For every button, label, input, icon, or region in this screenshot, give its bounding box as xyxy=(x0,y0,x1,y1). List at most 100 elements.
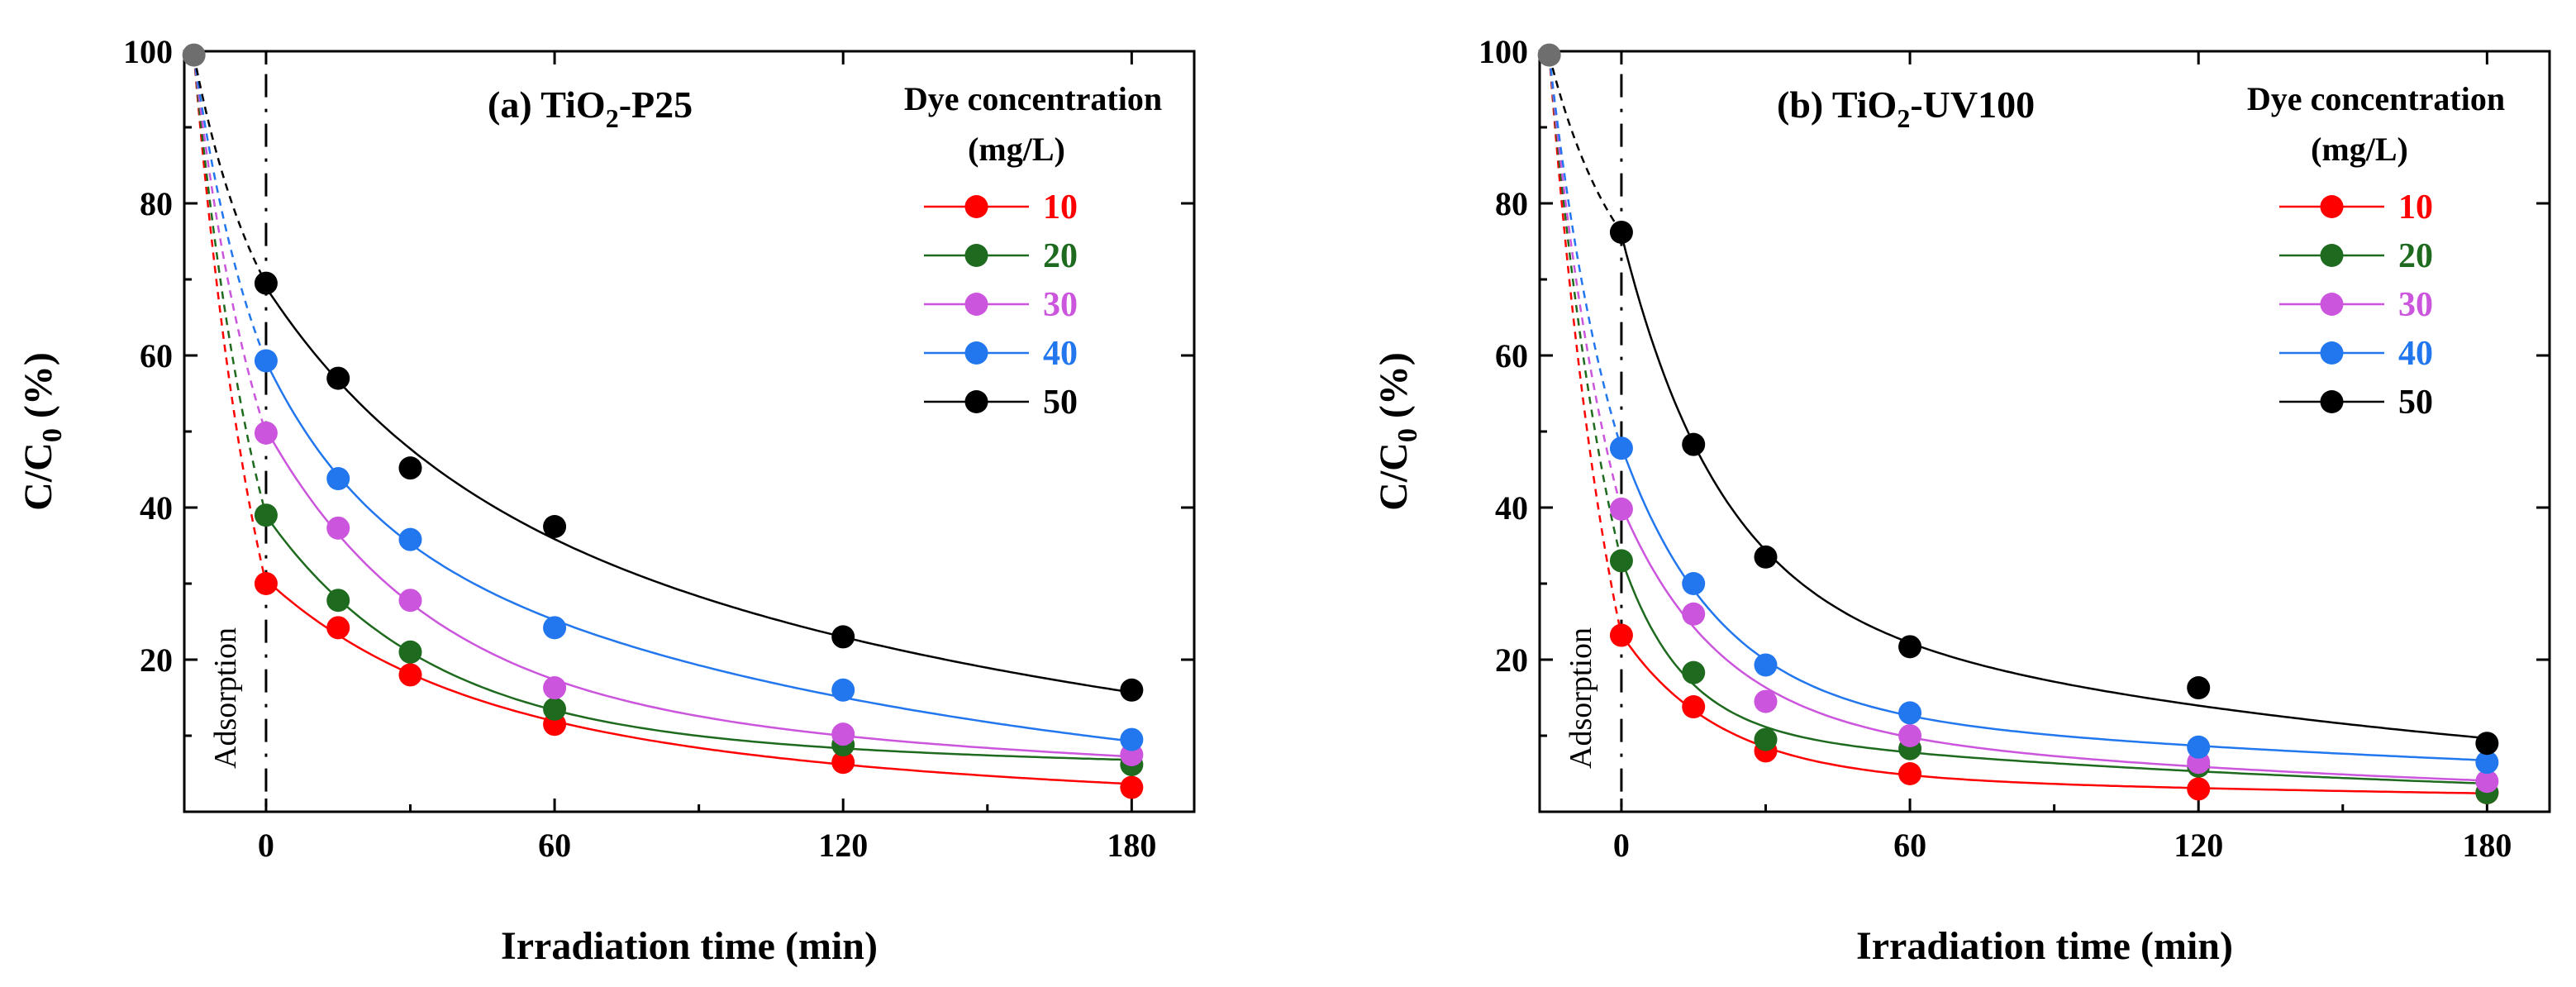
data-point-20 xyxy=(326,589,350,613)
data-point-10 xyxy=(326,616,350,640)
legend-label-30: 30 xyxy=(2398,286,2433,324)
legend-marker-20 xyxy=(2320,244,2344,267)
legend-marker-40 xyxy=(964,341,988,365)
x-axis-title: Irradiation time (min) xyxy=(501,924,878,968)
legend-marker-10 xyxy=(2320,195,2344,218)
fit-curve-50 xyxy=(264,286,1132,694)
legend-label-10: 10 xyxy=(2398,188,2433,226)
panel-title: (a) TiO2-P25 xyxy=(488,83,693,133)
data-point-50 xyxy=(1898,635,1922,659)
legend-label-20: 20 xyxy=(2398,237,2433,275)
data-point-50 xyxy=(326,366,350,390)
data-point-30 xyxy=(326,516,350,540)
adsorption-label: Adsorption xyxy=(1564,627,1598,769)
data-point-20 xyxy=(1609,549,1633,573)
chart-panel-a: 0 60 120 180 20 40 60 80 100 Adsorption (a) TiO2-P… xyxy=(17,33,1196,968)
adsorption-label: Adsorption xyxy=(208,627,243,769)
y-tick-label: 80 xyxy=(140,185,173,222)
data-point-20 xyxy=(543,697,567,721)
data-point-20 xyxy=(1754,727,1778,751)
legend-unit: (mg/L) xyxy=(968,131,1065,168)
adsorption-dashed-line xyxy=(1548,55,1622,233)
legend-marker-20 xyxy=(964,244,988,267)
data-point-40 xyxy=(543,616,567,640)
data-point-50 xyxy=(398,456,422,480)
data-point-40 xyxy=(1682,572,1706,595)
adsorption-dashed-line xyxy=(193,55,268,516)
adsorption-dashed-line xyxy=(193,55,268,284)
y-tick-label: 80 xyxy=(1495,185,1528,222)
fit-curve-40 xyxy=(264,360,1132,742)
legend-label-10: 10 xyxy=(1043,188,1078,226)
data-point-50 xyxy=(2187,676,2211,700)
legend-marker-50 xyxy=(964,390,988,413)
data-point-40 xyxy=(1609,436,1633,460)
chart-panel-b: 0 60 120 180 20 40 60 80 100 Adsorption (b) TiO2-U… xyxy=(1372,33,2551,968)
y-tick-label: 60 xyxy=(140,337,173,374)
data-point-40 xyxy=(1120,727,1144,751)
data-point-40 xyxy=(2475,751,2499,775)
x-tick-label: 120 xyxy=(818,827,868,864)
legend-label-50: 50 xyxy=(2398,384,2433,422)
adsorption-dashed-line xyxy=(193,55,268,434)
legend-title: Dye concentration xyxy=(2247,80,2505,117)
data-point-10 xyxy=(1898,762,1922,785)
y-tick-label: 40 xyxy=(140,489,173,527)
fit-curve-30 xyxy=(264,428,1132,758)
fit-curve-10 xyxy=(1620,633,2488,795)
x-tick-label: 60 xyxy=(538,827,571,864)
data-point-50 xyxy=(1120,678,1144,702)
legend-unit: (mg/L) xyxy=(2311,131,2408,168)
adsorption-dashed-line xyxy=(1548,55,1623,449)
y-axis-title: C/C0 (%) xyxy=(1372,352,1423,511)
data-point-20 xyxy=(254,503,278,527)
fit-curve-10 xyxy=(265,579,1132,785)
x-tick-label: 0 xyxy=(1613,827,1630,864)
adsorption-dashed-line xyxy=(1548,55,1623,636)
data-point-10 xyxy=(831,751,855,775)
data-point-30 xyxy=(1682,602,1706,626)
adsorption-dashed-line xyxy=(193,55,268,361)
data-point-50 xyxy=(1754,545,1778,569)
data-point-10 xyxy=(1609,623,1633,647)
x-tick-label: 0 xyxy=(258,827,274,864)
data-point-10 xyxy=(398,663,422,687)
data-point-40 xyxy=(1898,701,1922,725)
x-tick-label: 180 xyxy=(1107,827,1156,864)
y-tick-label: 40 xyxy=(1495,489,1528,527)
legend-marker-30 xyxy=(2320,293,2344,316)
data-point-30 xyxy=(1898,724,1922,747)
data-point-50 xyxy=(831,625,855,649)
x-axis-title: Irradiation time (min) xyxy=(1856,924,2233,968)
data-point-30 xyxy=(543,676,567,700)
legend-label-20: 20 xyxy=(1043,237,1078,275)
legend-label-30: 30 xyxy=(1043,286,1078,324)
data-point-30 xyxy=(831,722,855,746)
y-tick-label: 20 xyxy=(1495,641,1528,679)
legend-label-40: 40 xyxy=(2398,335,2433,373)
x-tick-label: 60 xyxy=(1893,827,1926,864)
data-point-40 xyxy=(326,467,350,491)
data-point-40 xyxy=(1754,653,1778,677)
panel-title: (b) TiO2-UV100 xyxy=(1777,83,2035,133)
data-point-20 xyxy=(1682,660,1706,684)
data-point-10 xyxy=(2187,777,2211,801)
start-point xyxy=(1537,43,1561,67)
y-tick-label: 20 xyxy=(140,641,173,679)
data-point-30 xyxy=(2475,770,2499,794)
fit-curve-50 xyxy=(1620,234,2488,740)
legend-marker-50 xyxy=(2320,390,2344,413)
legend-label-50: 50 xyxy=(1043,384,1078,422)
start-point xyxy=(182,43,206,67)
data-point-40 xyxy=(831,678,855,702)
y-tick-label: 60 xyxy=(1495,337,1528,374)
data-point-40 xyxy=(2187,735,2211,759)
data-point-50 xyxy=(2475,732,2499,756)
data-point-30 xyxy=(398,589,422,613)
data-point-20 xyxy=(398,640,422,664)
data-point-50 xyxy=(543,515,567,538)
data-point-30 xyxy=(254,421,278,445)
data-point-50 xyxy=(1609,220,1633,244)
y-axis-title: C/C0 (%) xyxy=(17,352,68,511)
